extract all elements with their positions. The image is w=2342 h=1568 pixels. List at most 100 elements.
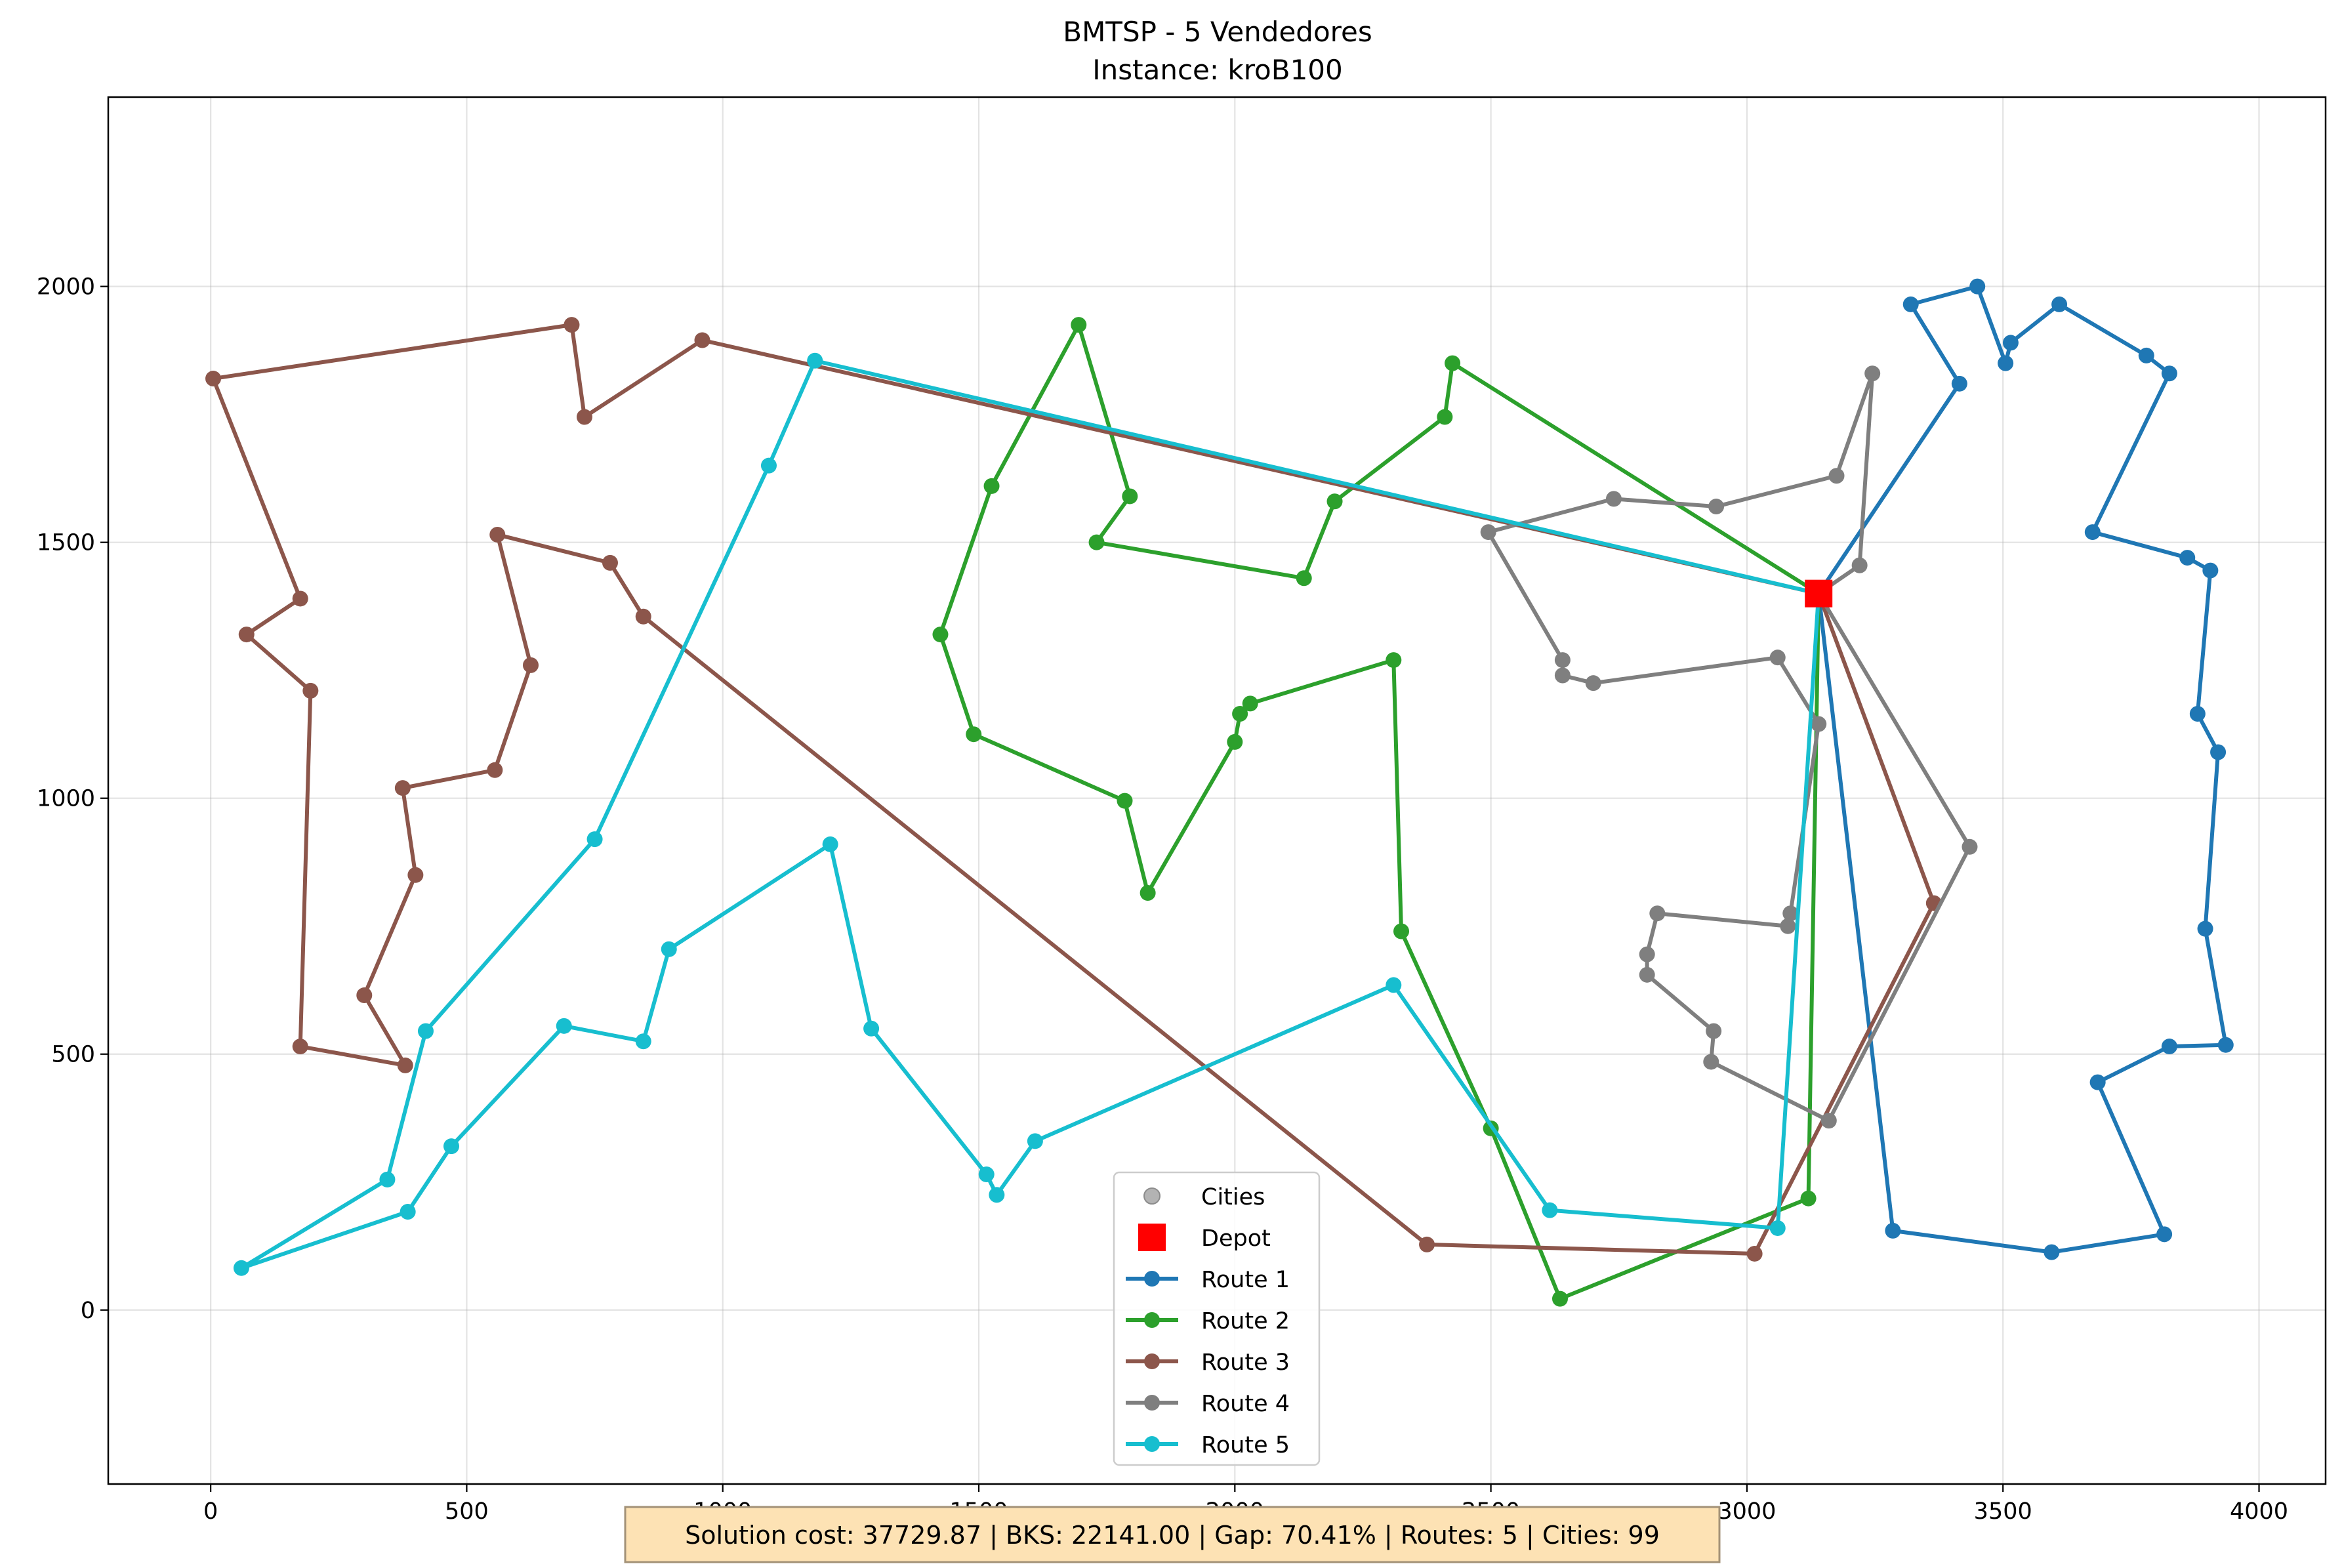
route-4-point xyxy=(1962,838,1978,855)
x-tick-label: 500 xyxy=(445,1498,489,1525)
route-1-point xyxy=(1902,296,1919,312)
legend-route-marker xyxy=(1144,1312,1160,1328)
route-3-point xyxy=(564,317,580,333)
route-2-point xyxy=(1437,409,1453,425)
route-4-point xyxy=(1639,946,1655,962)
route-2-point xyxy=(1445,355,1461,371)
route-5-point xyxy=(417,1023,434,1039)
route-3-point xyxy=(635,608,651,625)
route-5-point xyxy=(807,352,823,369)
routes-layer xyxy=(205,278,2234,1307)
route-4-point xyxy=(1864,365,1881,382)
route-4-point xyxy=(1554,667,1571,684)
route-2-point xyxy=(932,627,949,643)
legend-item: Route 4 xyxy=(1126,1391,1290,1417)
route-1-point xyxy=(2197,920,2213,937)
legend-item: Cities xyxy=(1143,1184,1265,1210)
annotation-text: Solution cost: 37729.87 | BKS: 22141.00 … xyxy=(685,1521,1660,1550)
route-1-line xyxy=(1817,284,2228,1254)
y-tick-label: 2000 xyxy=(37,274,95,300)
route-2-point xyxy=(966,726,982,743)
route-3-point xyxy=(576,409,592,425)
route-2-point xyxy=(1117,793,1133,809)
route-3-point xyxy=(407,867,424,883)
route-1 xyxy=(1817,278,2234,1260)
route-5-point xyxy=(1542,1202,1558,1218)
route-5-point xyxy=(1386,977,1402,993)
route-4-point xyxy=(1811,716,1827,732)
route-2-point xyxy=(1552,1290,1569,1307)
route-5-point xyxy=(760,457,777,474)
route-5-point xyxy=(989,1187,1005,1203)
route-2-line xyxy=(938,323,1821,1301)
route-4-point xyxy=(1828,468,1845,484)
route-5-point xyxy=(556,1018,572,1034)
route-4-line xyxy=(1486,371,1972,1123)
legend-route-marker xyxy=(1144,1436,1160,1452)
route-4-point xyxy=(1706,1023,1722,1039)
depot-marker xyxy=(1805,579,1833,608)
legend-label: Depot xyxy=(1201,1226,1271,1252)
route-1-point xyxy=(2044,1244,2060,1260)
route-3-point xyxy=(1746,1245,1763,1262)
route-1-point xyxy=(2051,296,2068,312)
route-1-point xyxy=(1969,278,1986,295)
route-2-point xyxy=(1071,317,1087,333)
y-tick-label: 1000 xyxy=(37,786,95,812)
route-3-point xyxy=(205,371,222,387)
route-2-point xyxy=(1800,1190,1817,1207)
route-4-point xyxy=(1769,650,1786,666)
route-2-point xyxy=(1122,488,1138,505)
legend-cities-marker xyxy=(1143,1187,1161,1205)
y-tick-label: 0 xyxy=(81,1298,95,1324)
route-2-point xyxy=(983,478,1000,494)
route-1-point xyxy=(2179,550,2196,566)
legend-label: Route 1 xyxy=(1201,1267,1290,1293)
route-2-point xyxy=(1296,570,1312,587)
x-tick-label: 3500 xyxy=(1974,1498,2032,1525)
y-tick-label: 1500 xyxy=(37,530,95,556)
route-3-point xyxy=(1419,1236,1435,1252)
x-tick-label: 4000 xyxy=(2230,1498,2288,1525)
route-1-point xyxy=(2189,705,2206,722)
route-5-point xyxy=(822,836,838,852)
route-3-point xyxy=(292,1039,308,1055)
route-5 xyxy=(233,352,1821,1276)
route-2-point xyxy=(1227,733,1243,750)
route-5-point xyxy=(978,1166,995,1183)
route-1-point xyxy=(2161,1039,2177,1055)
route-1-point xyxy=(2202,562,2219,579)
route-2-point xyxy=(1232,705,1248,722)
route-2-point xyxy=(1386,652,1402,669)
route-4-point xyxy=(1703,1054,1719,1070)
legend-item: Route 5 xyxy=(1126,1432,1290,1458)
legend-depot-marker xyxy=(1138,1224,1166,1251)
route-3-point xyxy=(487,762,503,778)
route-5-point xyxy=(661,941,677,957)
route-3-point xyxy=(292,590,308,607)
route-3-point xyxy=(356,987,373,1004)
route-4 xyxy=(1480,365,1978,1129)
annotation-box: Solution cost: 37729.87 | BKS: 22141.00 … xyxy=(624,1506,1721,1563)
legend-label: Route 5 xyxy=(1201,1432,1290,1458)
route-1-point xyxy=(2161,365,2177,382)
route-4-point xyxy=(1639,966,1655,983)
route-3-point xyxy=(394,780,411,796)
route-5-point xyxy=(1769,1220,1786,1236)
route-5-point xyxy=(443,1138,460,1155)
route-1-point xyxy=(2210,744,2227,760)
route-4-point xyxy=(1820,1113,1837,1129)
legend-route-marker xyxy=(1144,1271,1160,1287)
route-1-point xyxy=(2002,335,2019,351)
route-4-point xyxy=(1480,524,1496,541)
route-1-point xyxy=(1885,1222,1901,1239)
route-5-point xyxy=(635,1033,651,1050)
route-5-point xyxy=(400,1204,416,1220)
route-3-line xyxy=(211,323,1936,1256)
legend-label: Route 2 xyxy=(1201,1308,1290,1334)
route-3 xyxy=(205,317,1942,1262)
route-3-point xyxy=(397,1057,413,1073)
y-tick-label: 500 xyxy=(51,1042,95,1068)
route-4-point xyxy=(1649,905,1666,922)
route-3-point xyxy=(302,682,319,699)
